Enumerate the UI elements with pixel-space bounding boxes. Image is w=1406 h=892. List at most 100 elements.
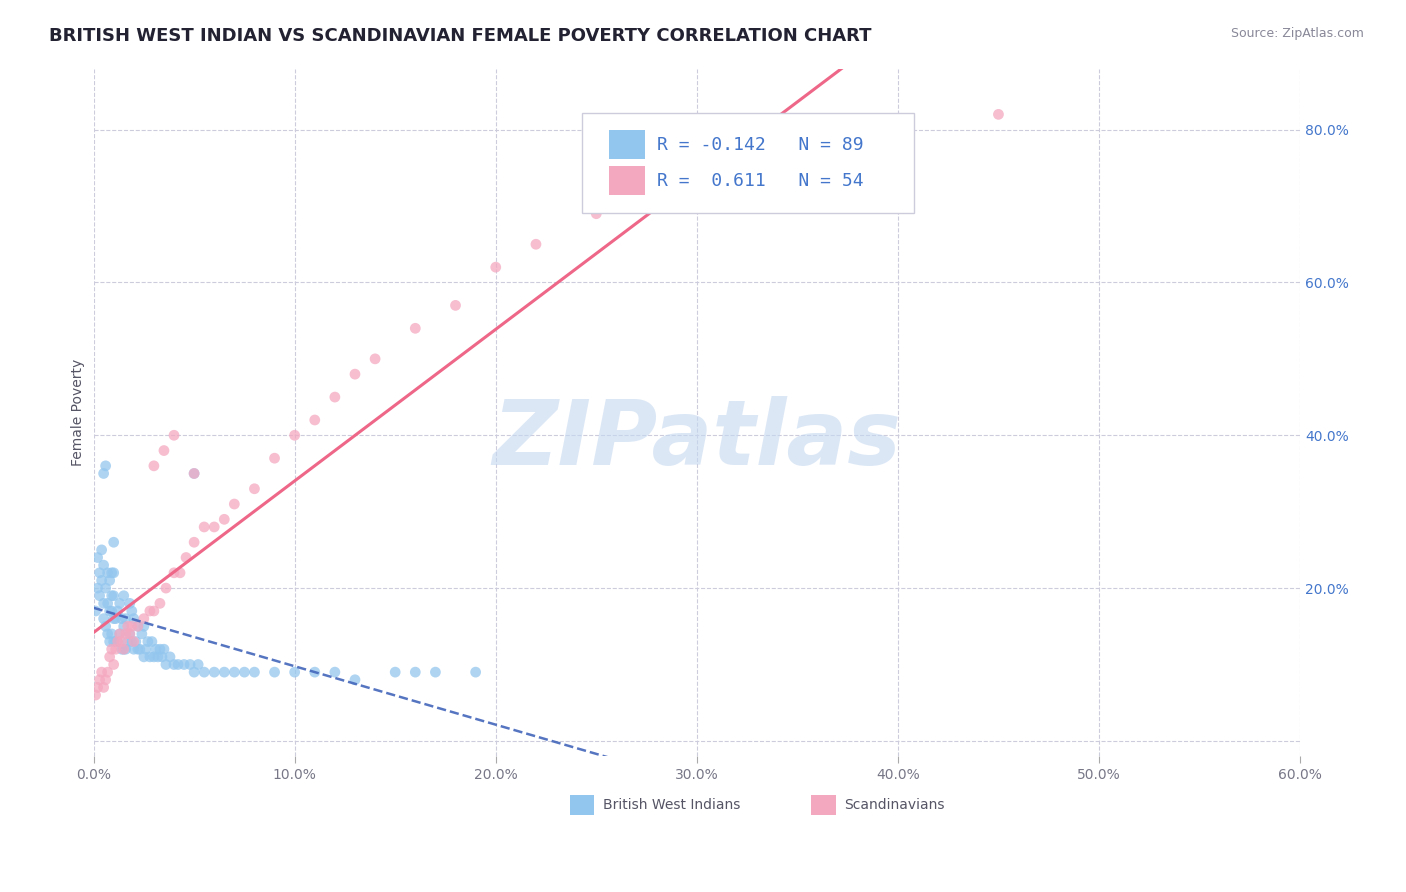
Point (90, 665, 112, 680)
Point (103, 535, 125, 549)
Point (103, 634, 125, 648)
Point (243, 482, 266, 496)
Point (89, 673, 111, 687)
Point (118, 627, 141, 641)
Point (149, 642, 172, 657)
Point (183, 665, 205, 680)
Point (112, 619, 135, 633)
Point (169, 566, 191, 580)
Point (93, 612, 115, 626)
Point (90, 542, 112, 557)
Point (86, 681, 108, 695)
Point (98, 649, 121, 664)
Point (585, 207, 607, 221)
Text: Source: ZipAtlas.com: Source: ZipAtlas.com (1230, 27, 1364, 40)
Point (103, 657, 125, 672)
Point (214, 512, 236, 526)
Y-axis label: Female Poverty: Female Poverty (72, 359, 86, 466)
Point (107, 604, 129, 618)
Point (94, 458, 117, 473)
Bar (609, 166, 645, 195)
Point (163, 566, 186, 580)
Point (146, 649, 169, 664)
Point (117, 619, 139, 633)
Point (263, 665, 285, 680)
Point (149, 596, 172, 610)
Point (183, 467, 205, 481)
Point (343, 367, 366, 381)
Point (193, 665, 215, 680)
Point (118, 596, 141, 610)
Point (263, 451, 285, 466)
Point (524, 237, 547, 252)
Point (404, 321, 426, 335)
Point (122, 634, 145, 648)
Point (725, 145, 748, 160)
Point (142, 649, 165, 664)
Point (243, 665, 266, 680)
Point (89, 589, 111, 603)
Point (90, 574, 112, 588)
Point (163, 428, 186, 442)
Point (224, 665, 246, 680)
Point (117, 634, 139, 648)
Point (107, 634, 129, 648)
Point (104, 612, 127, 626)
Point (127, 642, 149, 657)
Point (94, 581, 117, 595)
Point (122, 612, 145, 626)
Point (108, 627, 131, 641)
Point (183, 535, 205, 549)
Point (846, 137, 869, 152)
Point (111, 634, 134, 648)
Point (103, 589, 125, 603)
FancyBboxPatch shape (582, 113, 914, 213)
Point (118, 627, 141, 641)
Point (202, 665, 225, 680)
Bar (571, 796, 595, 814)
Point (202, 520, 225, 534)
Point (97, 596, 120, 610)
Point (150, 649, 173, 664)
Point (179, 657, 201, 672)
Point (444, 298, 467, 312)
Point (153, 443, 176, 458)
Point (464, 665, 486, 680)
Point (111, 642, 134, 657)
Point (93, 467, 115, 481)
Point (127, 619, 149, 633)
Point (323, 390, 346, 404)
Point (86, 581, 108, 595)
Text: ZIPatlas: ZIPatlas (492, 396, 901, 483)
Point (163, 657, 186, 672)
Point (132, 649, 155, 664)
Point (103, 566, 125, 580)
Point (114, 627, 136, 641)
Text: Scandinavians: Scandinavians (844, 798, 945, 812)
Point (135, 642, 157, 657)
Point (193, 520, 215, 534)
Point (304, 665, 326, 680)
Point (187, 657, 209, 672)
Point (84, 688, 107, 702)
Point (93, 681, 115, 695)
Text: British West Indians: British West Indians (603, 798, 740, 812)
Point (94, 673, 117, 687)
Point (136, 634, 159, 648)
Point (139, 604, 162, 618)
Point (142, 458, 165, 473)
Point (343, 673, 366, 687)
Point (645, 184, 668, 198)
Point (153, 642, 176, 657)
Point (139, 649, 162, 664)
Point (108, 596, 131, 610)
Point (97, 665, 120, 680)
Point (425, 665, 447, 680)
Point (100, 604, 122, 618)
Point (98, 604, 121, 618)
Point (104, 634, 127, 648)
Point (114, 612, 136, 626)
Point (173, 657, 195, 672)
Point (100, 627, 122, 641)
Point (404, 665, 426, 680)
